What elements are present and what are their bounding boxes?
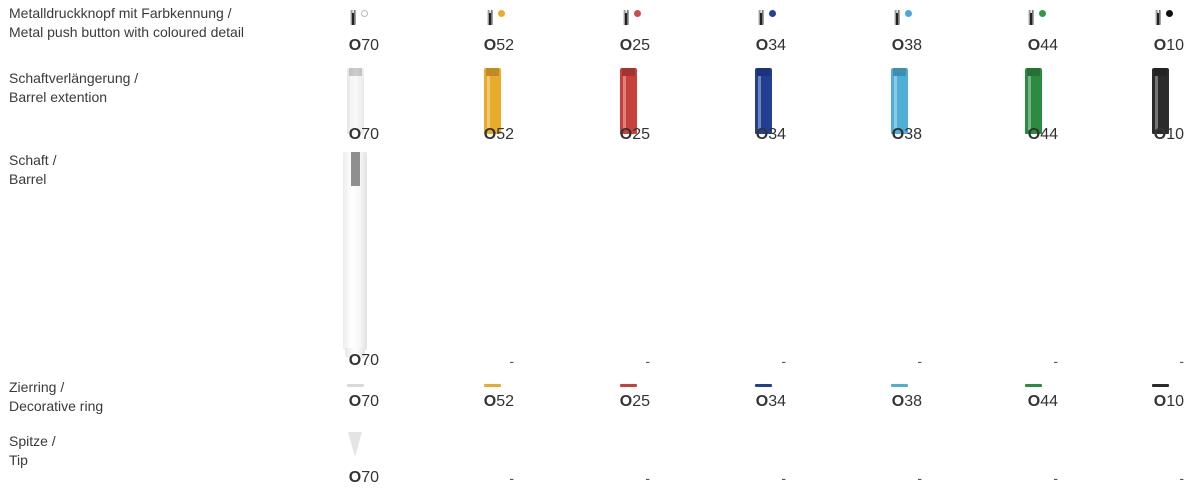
code-tip-3: - xyxy=(781,470,786,486)
row-label-ring: Zierring / Decorative ring xyxy=(9,378,103,416)
code-barrel-0: O70 xyxy=(348,352,379,369)
label-de: Schaft / xyxy=(9,152,57,168)
push-button-o38 xyxy=(894,10,914,26)
push-button-o34 xyxy=(758,10,778,26)
barrel-bottom xyxy=(345,348,365,358)
code-ring-o25: O25 xyxy=(619,393,650,410)
code-ring-o52: O52 xyxy=(483,393,514,410)
code-extension-o10: O10 xyxy=(1153,126,1184,143)
clip-icon xyxy=(1155,10,1161,25)
clip-icon xyxy=(758,10,764,25)
clip-icon xyxy=(623,10,629,25)
code-tip-6: - xyxy=(1179,470,1184,486)
code-push-o25: O25 xyxy=(619,37,650,54)
decorative-ring-o52 xyxy=(484,384,501,387)
code-extension-o52: O52 xyxy=(483,126,514,143)
barrel-extension-o38 xyxy=(891,68,908,134)
code-push-o34: O34 xyxy=(755,37,786,54)
code-push-o44: O44 xyxy=(1027,37,1058,54)
label-en: Barrel xyxy=(9,171,47,187)
decorative-ring-o70 xyxy=(347,384,364,387)
code-barrel-2: - xyxy=(645,353,650,369)
row-label-extension: Schaftverlängerung / Barrel extention xyxy=(9,69,138,107)
code-extension-o25: O25 xyxy=(619,126,650,143)
color-dot-icon xyxy=(361,10,368,17)
color-dot-icon xyxy=(769,10,776,17)
barrel-extension-o70 xyxy=(347,68,364,134)
code-barrel-1: - xyxy=(509,353,514,369)
clip-icon xyxy=(1028,10,1034,25)
label-de: Zierring / xyxy=(9,379,65,395)
code-tip-0: O70 xyxy=(348,469,379,486)
barrel-extension-o10 xyxy=(1152,68,1169,134)
code-ring-o34: O34 xyxy=(755,393,786,410)
label-en: Tip xyxy=(9,452,28,468)
code-barrel-5: - xyxy=(1053,353,1058,369)
barrel-extension-o25 xyxy=(620,68,637,134)
barrel-extension-o52 xyxy=(484,68,501,134)
code-push-o10: O10 xyxy=(1153,37,1184,54)
code-extension-o34: O34 xyxy=(755,126,786,143)
code-barrel-3: - xyxy=(781,353,786,369)
code-barrel-4: - xyxy=(917,353,922,369)
code-extension-o70: O70 xyxy=(348,126,379,143)
code-extension-o44: O44 xyxy=(1027,126,1058,143)
code-push-o70: O70 xyxy=(348,37,379,54)
clip-icon xyxy=(894,10,900,25)
code-tip-4: - xyxy=(917,470,922,486)
code-tip-2: - xyxy=(645,470,650,486)
code-tip-1: - xyxy=(509,470,514,486)
color-dot-icon xyxy=(1166,10,1173,17)
clip-icon xyxy=(350,10,356,25)
row-label-tip: Spitze / Tip xyxy=(9,432,56,470)
code-extension-o38: O38 xyxy=(891,126,922,143)
push-button-o25 xyxy=(623,10,643,26)
label-de: Spitze / xyxy=(9,433,56,449)
color-dot-icon xyxy=(498,10,505,17)
decorative-ring-o25 xyxy=(620,384,637,387)
code-push-o52: O52 xyxy=(483,37,514,54)
row-label-push-button: Metalldruckknopf mit Farbkennung / Metal… xyxy=(9,4,244,42)
tip-image-o70 xyxy=(348,432,362,457)
code-tip-5: - xyxy=(1053,470,1058,486)
decorative-ring-o10 xyxy=(1152,384,1169,387)
row-label-barrel: Schaft / Barrel xyxy=(9,151,56,189)
push-button-o70 xyxy=(350,10,370,26)
label-de: Metalldruckknopf mit Farbkennung / xyxy=(9,5,232,21)
color-dot-icon xyxy=(905,10,912,17)
barrel-window xyxy=(351,152,360,186)
push-button-o44 xyxy=(1028,10,1048,26)
code-ring-o10: O10 xyxy=(1153,393,1184,410)
barrel-extension-o44 xyxy=(1025,68,1042,134)
barrel-image-o70 xyxy=(343,152,367,358)
decorative-ring-o44 xyxy=(1025,384,1042,387)
code-push-o38: O38 xyxy=(891,37,922,54)
code-ring-o38: O38 xyxy=(891,393,922,410)
color-dot-icon xyxy=(634,10,641,17)
color-dot-icon xyxy=(1039,10,1046,17)
label-en: Metal push button with coloured detail xyxy=(9,24,245,40)
code-ring-o70: O70 xyxy=(348,393,379,410)
label-en: Decorative ring xyxy=(9,398,104,414)
barrel-extension-o34 xyxy=(755,68,772,134)
push-button-o52 xyxy=(487,10,507,26)
push-button-o10 xyxy=(1155,10,1175,26)
decorative-ring-o38 xyxy=(891,384,908,387)
code-barrel-6: - xyxy=(1179,353,1184,369)
decorative-ring-o34 xyxy=(755,384,772,387)
clip-icon xyxy=(487,10,493,25)
code-ring-o44: O44 xyxy=(1027,393,1058,410)
label-en: Barrel extention xyxy=(9,89,108,105)
label-de: Schaftverlängerung / xyxy=(9,70,139,86)
